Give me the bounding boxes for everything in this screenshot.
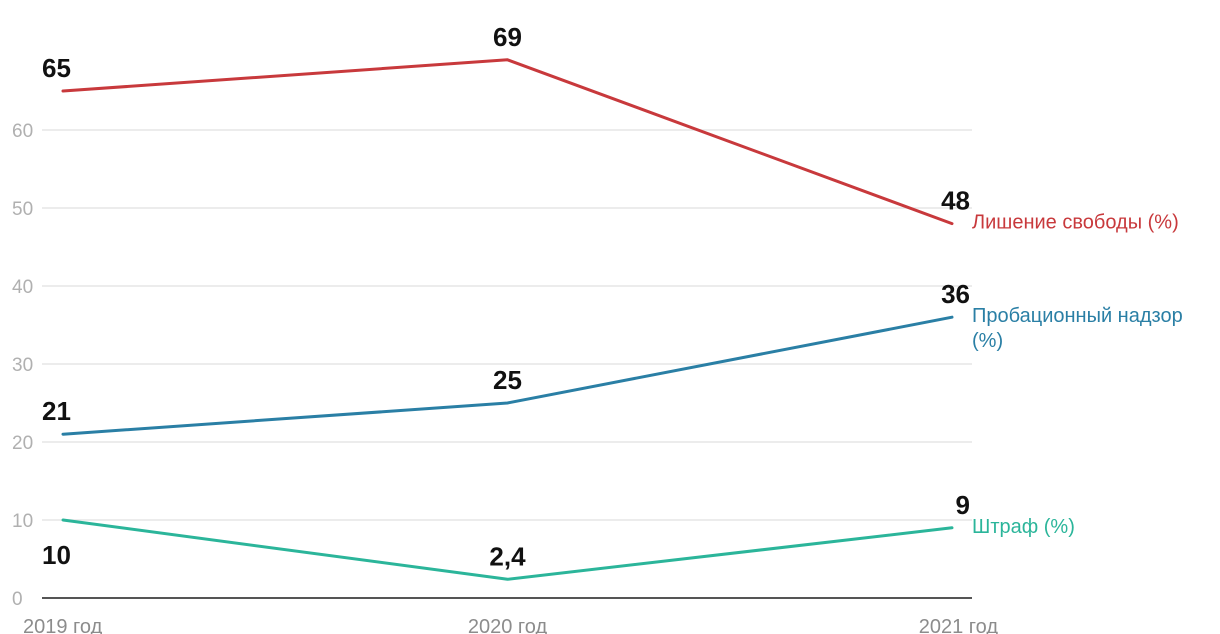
y-tick-label: 50 bbox=[12, 199, 33, 220]
data-label: 36 bbox=[941, 279, 970, 309]
data-label: 9 bbox=[956, 490, 970, 520]
series-name-label: Лишение свободы (%) bbox=[972, 212, 1179, 234]
data-label: 2,4 bbox=[489, 541, 526, 571]
data-label: 10 bbox=[42, 540, 71, 570]
y-tick-label: 10 bbox=[12, 511, 33, 532]
series-line bbox=[61, 518, 954, 581]
y-tick-label: 0 bbox=[12, 589, 23, 610]
data-label: 21 bbox=[42, 396, 71, 426]
y-tick-label: 20 bbox=[12, 433, 33, 454]
y-tick-label: 60 bbox=[12, 121, 33, 142]
data-label: 69 bbox=[493, 22, 522, 52]
series-name-label: Пробационный надзор (%) bbox=[972, 305, 1183, 352]
x-tick-label: 2020 год bbox=[468, 616, 548, 634]
series-line bbox=[61, 58, 954, 226]
series-name-line: Лишение свободы (%) bbox=[972, 212, 1179, 234]
y-tick-label: 30 bbox=[12, 355, 33, 376]
x-tick-label: 2021 год bbox=[919, 616, 999, 634]
series-name-line: Штраф (%) bbox=[972, 516, 1075, 538]
x-tick-label: 2019 год bbox=[23, 616, 103, 634]
data-label: 25 bbox=[493, 365, 522, 395]
y-tick-label: 40 bbox=[12, 277, 33, 298]
data-label: 48 bbox=[941, 186, 970, 216]
series-name-line: (%) bbox=[972, 330, 1003, 352]
series-name-label: Штраф (%) bbox=[972, 516, 1075, 538]
series-line bbox=[61, 315, 954, 436]
series-name-line: Пробационный надзор bbox=[972, 305, 1183, 327]
data-label: 65 bbox=[42, 53, 71, 83]
